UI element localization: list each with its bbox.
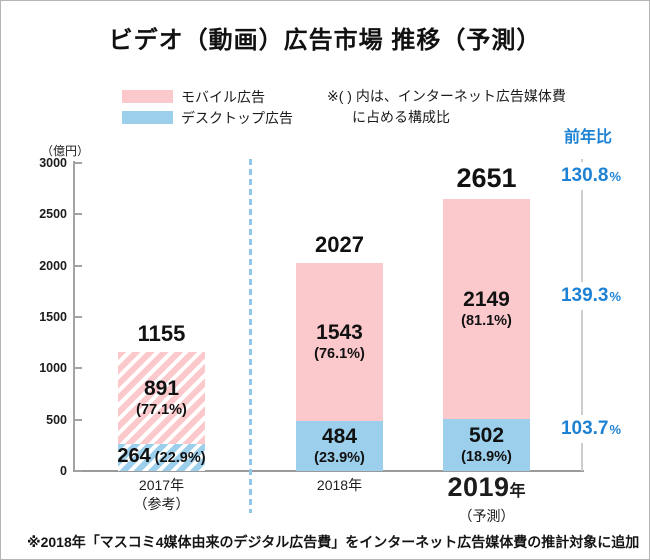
y-axis-unit: （億円） [40, 144, 89, 158]
y-axis-tick [74, 213, 82, 216]
bar-desktop-segment: 264 (22.9%) [117, 443, 206, 471]
y-axis-tick [74, 470, 82, 472]
y-axis-tick-label: 3000 [39, 156, 67, 170]
bar-desktop-segment: 484 (23.9%) [296, 421, 383, 471]
bar-total-label: 2651 [456, 162, 517, 193]
y-axis-tick [74, 162, 82, 164]
yoy-value: 103.7% [547, 415, 635, 443]
yoy-value: 139.3% [547, 282, 635, 310]
desktop-share: (18.9%) [461, 449, 512, 466]
yoy-reference-line [581, 159, 583, 471]
yoy-number: 139.3 [560, 285, 609, 306]
y-axis-tick [74, 418, 82, 421]
desktop-value-line: 264 (22.9%) [117, 444, 205, 470]
y-axis-tick-label: 500 [46, 412, 67, 427]
x-label-year: 2019 [447, 472, 510, 502]
mobile-value: 2149 [463, 288, 510, 312]
bar-desktop-segment: 502 (18.9%) [443, 419, 530, 471]
mobile-value: 891 [143, 377, 180, 401]
bar-mobile-segment: 1543 (76.1%) [296, 262, 383, 422]
yoy-percent-sign: % [609, 422, 622, 437]
desktop-legend-swatch-icon [122, 111, 173, 124]
x-label-year: 2017年 [138, 477, 185, 493]
y-axis-tick-label: 1000 [39, 361, 67, 376]
desktop-share: (23.9%) [314, 450, 365, 467]
x-label-sub: （参考） [133, 496, 190, 512]
y-axis-tick-label: 0 [60, 464, 67, 478]
legend-item-mobile: モバイル広告 [122, 87, 293, 106]
yoy-percent-sign: % [609, 169, 622, 184]
y-axis-tick-label: 2500 [39, 207, 67, 222]
footnote: ※2018年「マスコミ4媒体由来のデジタル広告費」をインターネット広告媒体費の推… [27, 534, 640, 550]
bar-mobile-segment: 891 (77.1%) [118, 352, 205, 444]
share-note-line1: ※( ) 内は、インターネット広告媒体費 [327, 88, 566, 104]
chart-title: ビデオ（動画）広告市場 推移（予測） [108, 27, 542, 54]
x-axis-line [73, 470, 584, 472]
mobile-value: 1543 [316, 321, 363, 345]
bar: 891 (77.1%) 264 (22.9%) [117, 352, 206, 471]
mobile-legend-swatch-icon [122, 90, 173, 103]
x-label-year: 2018年 [316, 477, 363, 493]
legend: モバイル広告 デスクトップ広告 [122, 87, 293, 129]
desktop-legend-label: デスクトップ広告 [181, 109, 293, 126]
desktop-share: (22.9%) [150, 450, 206, 467]
yoy-number: 103.7 [560, 418, 609, 439]
mobile-share: (77.1%) [136, 402, 187, 419]
x-axis-label: 2019年 （予測） [412, 472, 562, 525]
bar-total-label: 2027 [315, 231, 364, 257]
mobile-share: (81.1%) [461, 313, 512, 330]
bar-total-label: 1155 [137, 321, 186, 347]
desktop-value: 264 [117, 445, 151, 468]
share-note-line2: に占める構成比 [352, 109, 450, 125]
desktop-value: 502 [468, 424, 505, 448]
y-axis-tick-label: 1500 [39, 310, 67, 324]
x-label-year-suffix: 年 [509, 483, 526, 500]
legend-item-desktop: デスクトップ広告 [122, 108, 293, 127]
share-note: ※( ) 内は、インターネット広告媒体費 に占める構成比 [327, 86, 566, 128]
yoy-value: 130.8% [547, 162, 635, 190]
yoy-number: 130.8 [560, 165, 609, 186]
y-axis-tick [74, 316, 82, 318]
bar-mobile-segment: 2149 (81.1%) [443, 198, 530, 420]
bar: 2149 (81.1%) 502 (18.9%) [443, 198, 530, 471]
x-axis-label: 2017年 （参考） [87, 476, 237, 514]
yoy-percent-sign: % [609, 289, 622, 304]
bar: 1543 (76.1%) 484 (23.9%) [296, 262, 383, 471]
y-axis-tick [74, 367, 82, 370]
x-axis-label: 2018年 [265, 476, 415, 495]
mobile-legend-label: モバイル広告 [181, 88, 265, 105]
x-label-sub: （予測） [458, 508, 515, 524]
yoy-header: 前年比 [563, 129, 612, 146]
y-axis-tick-label: 2000 [39, 258, 67, 273]
y-axis-tick [74, 264, 82, 267]
desktop-value: 484 [321, 425, 358, 449]
mobile-share: (76.1%) [314, 346, 365, 363]
forecast-divider-line [249, 159, 252, 513]
